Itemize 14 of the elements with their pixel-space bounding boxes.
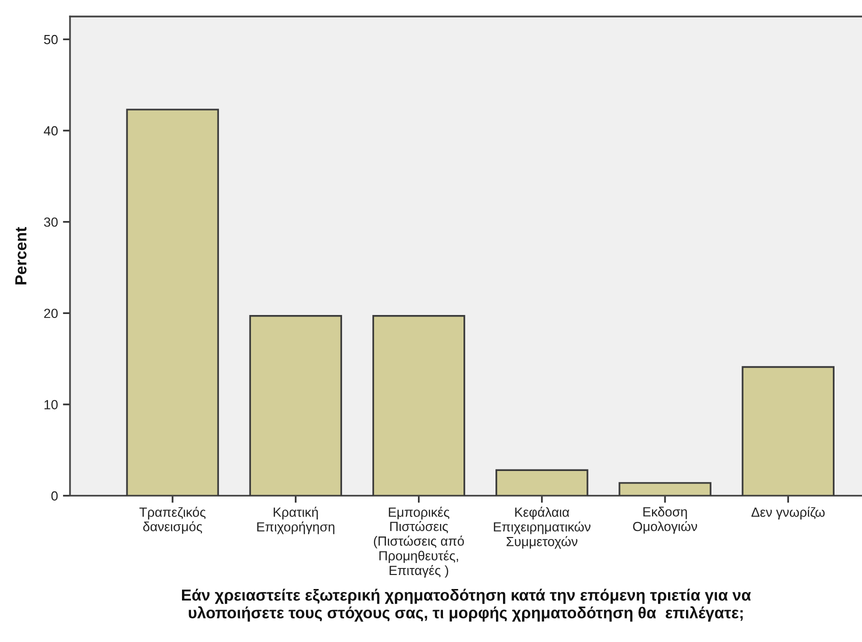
x-tick-label: Τραπεζικός δανεισμός — [139, 506, 206, 534]
x-axis-title: Εάν χρειαστείτε εξωτερική χρηματοδότηση κατά την επόμενη τριετία για να υλοποιήσετε τους στόχους σας, τι μορφής χρηματοδότηση θα επιλέγατε; — [182, 588, 751, 622]
y-tick-label: 30 — [44, 217, 58, 227]
x-tick-label: Δεν γνωρίζω — [751, 506, 825, 520]
x-tick-label: Κεφάλαια Επιχειρηματικών Συμμετοχών — [494, 506, 590, 549]
y-tick-label: 20 — [44, 308, 58, 318]
y-tick-label: 50 — [44, 34, 58, 44]
y-tick-label: 40 — [44, 126, 58, 136]
x-tick-label: Κρατική Επιχορήγηση — [257, 506, 334, 534]
y-tick-label: 10 — [44, 400, 58, 410]
y-axis-title: Percent — [15, 226, 26, 284]
x-tick-label: Εμπορικές Πιστώσεις (Πιστώσεις από Προμηθευτές, Επιταγές ) — [374, 506, 464, 578]
y-tick-label: 0 — [51, 491, 58, 501]
x-tick-label: Εκδοση Ομολογιών — [633, 506, 698, 534]
